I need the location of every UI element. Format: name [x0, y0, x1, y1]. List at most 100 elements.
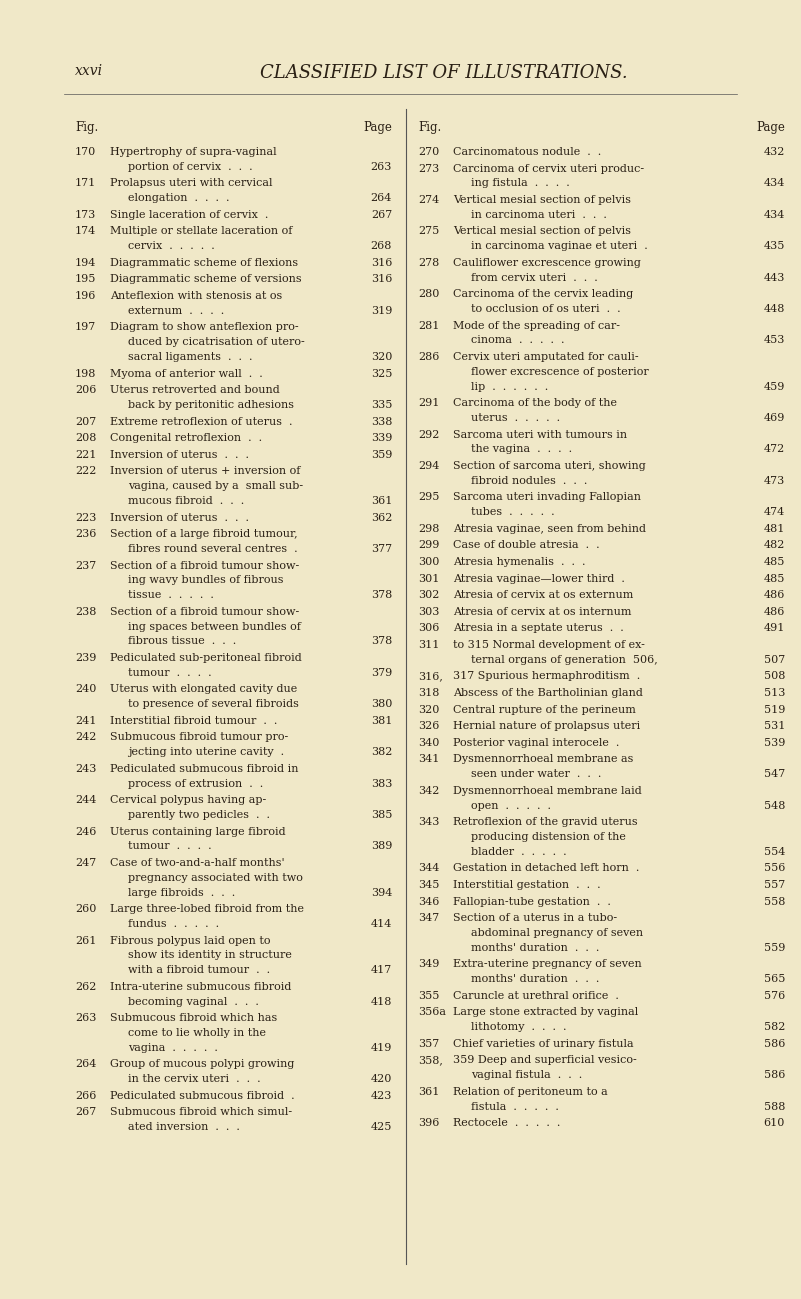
Text: Cauliflower excrescence growing: Cauliflower excrescence growing — [453, 257, 641, 268]
Text: portion of cervix  .  .  .: portion of cervix . . . — [128, 162, 252, 171]
Text: Extra-uterine pregnancy of seven: Extra-uterine pregnancy of seven — [453, 960, 642, 969]
Text: 294: 294 — [418, 461, 440, 472]
Text: 262: 262 — [75, 982, 96, 992]
Text: 300: 300 — [418, 557, 440, 566]
Text: fistula  .  .  .  .  .: fistula . . . . . — [471, 1102, 559, 1112]
Text: tumour  .  .  .  .: tumour . . . . — [128, 668, 211, 678]
Text: Caruncle at urethral orifice  .: Caruncle at urethral orifice . — [453, 991, 619, 1000]
Text: 264: 264 — [371, 194, 392, 203]
Text: 261: 261 — [75, 935, 96, 946]
Text: Pediculated submucous fibroid  .: Pediculated submucous fibroid . — [110, 1091, 295, 1100]
Text: 513: 513 — [763, 688, 785, 698]
Text: Page: Page — [363, 121, 392, 134]
Text: Cervical polypus having ap-: Cervical polypus having ap- — [110, 795, 266, 805]
Text: Inversion of uterus  .  .  .: Inversion of uterus . . . — [110, 449, 249, 460]
Text: 507: 507 — [763, 655, 785, 665]
Text: 170: 170 — [75, 147, 96, 157]
Text: 222: 222 — [75, 466, 96, 477]
Text: Dysmennorrhoeal membrane as: Dysmennorrhoeal membrane as — [453, 755, 634, 764]
Text: 548: 548 — [763, 800, 785, 811]
Text: uterus  .  .  .  .  .: uterus . . . . . — [471, 413, 560, 423]
Text: 472: 472 — [763, 444, 785, 455]
Text: Hernial nature of prolapsus uteri: Hernial nature of prolapsus uteri — [453, 721, 640, 731]
Text: 473: 473 — [763, 475, 785, 486]
Text: ternal organs of generation  506,: ternal organs of generation 506, — [471, 655, 658, 665]
Text: flower excrescence of posterior: flower excrescence of posterior — [471, 366, 649, 377]
Text: 486: 486 — [763, 590, 785, 600]
Text: 378: 378 — [371, 590, 392, 600]
Text: 361: 361 — [418, 1087, 440, 1096]
Text: ing fistula  .  .  .  .: ing fistula . . . . — [471, 178, 570, 188]
Text: abdominal pregnancy of seven: abdominal pregnancy of seven — [471, 927, 643, 938]
Text: to occlusion of os uteri  .  .: to occlusion of os uteri . . — [471, 304, 621, 314]
Text: 206: 206 — [75, 386, 96, 395]
Text: 266: 266 — [75, 1091, 96, 1100]
Text: 379: 379 — [371, 668, 392, 678]
Text: 311: 311 — [418, 640, 440, 650]
Text: Atresia vaginae, seen from behind: Atresia vaginae, seen from behind — [453, 523, 646, 534]
Text: 347: 347 — [418, 913, 439, 924]
Text: Section of a fibroid tumour show-: Section of a fibroid tumour show- — [110, 561, 300, 570]
Text: 434: 434 — [763, 210, 785, 220]
Text: Retroflexion of the gravid uterus: Retroflexion of the gravid uterus — [453, 817, 638, 827]
Text: Group of mucous polypi growing: Group of mucous polypi growing — [110, 1060, 295, 1069]
Text: from cervix uteri  .  .  .: from cervix uteri . . . — [471, 273, 598, 283]
Text: Interstitial fibroid tumour  .  .: Interstitial fibroid tumour . . — [110, 716, 277, 726]
Text: to 315 Normal development of ex-: to 315 Normal development of ex- — [453, 640, 645, 650]
Text: 362: 362 — [371, 513, 392, 522]
Text: to presence of several fibroids: to presence of several fibroids — [128, 699, 299, 709]
Text: 547: 547 — [763, 769, 785, 779]
Text: cinoma  .  .  .  .  .: cinoma . . . . . — [471, 335, 565, 346]
Text: Fig.: Fig. — [75, 121, 99, 134]
Text: 278: 278 — [418, 257, 439, 268]
Text: 448: 448 — [763, 304, 785, 314]
Text: 280: 280 — [418, 290, 440, 299]
Text: Pediculated submucous fibroid in: Pediculated submucous fibroid in — [110, 764, 299, 774]
Text: Uterus retroverted and bound: Uterus retroverted and bound — [110, 386, 280, 395]
Text: Pediculated sub-peritoneal fibroid: Pediculated sub-peritoneal fibroid — [110, 653, 302, 662]
Text: 275: 275 — [418, 226, 439, 236]
Text: Large stone extracted by vaginal: Large stone extracted by vaginal — [453, 1008, 638, 1017]
Text: 343: 343 — [418, 817, 440, 827]
Text: 301: 301 — [418, 574, 440, 583]
Text: Atresia hymenalis  .  .  .: Atresia hymenalis . . . — [453, 557, 586, 566]
Text: 382: 382 — [371, 747, 392, 757]
Text: 380: 380 — [371, 699, 392, 709]
Text: 361: 361 — [371, 496, 392, 507]
Text: 196: 196 — [75, 291, 96, 301]
Text: Page: Page — [756, 121, 785, 134]
Text: 345: 345 — [418, 879, 440, 890]
Text: 316: 316 — [371, 274, 392, 284]
Text: 610: 610 — [763, 1118, 785, 1129]
Text: Congenital retroflexion  .  .: Congenital retroflexion . . — [110, 433, 262, 443]
Text: 432: 432 — [763, 147, 785, 157]
Text: producing distension of the: producing distension of the — [471, 831, 626, 842]
Text: ing wavy bundles of fibrous: ing wavy bundles of fibrous — [128, 575, 284, 586]
Text: 531: 531 — [763, 721, 785, 731]
Text: 274: 274 — [418, 195, 439, 205]
Text: 291: 291 — [418, 399, 440, 408]
Text: Uterus containing large fibroid: Uterus containing large fibroid — [110, 826, 286, 837]
Text: Rectocele  .  .  .  .  .: Rectocele . . . . . — [453, 1118, 561, 1129]
Text: 268: 268 — [371, 242, 392, 251]
Text: 344: 344 — [418, 864, 440, 873]
Text: 419: 419 — [371, 1043, 392, 1052]
Text: Diagram to show anteflexion pro-: Diagram to show anteflexion pro- — [110, 322, 299, 333]
Text: Atresia of cervix at os externum: Atresia of cervix at os externum — [453, 590, 634, 600]
Text: 582: 582 — [763, 1022, 785, 1033]
Text: tumour  .  .  .  .: tumour . . . . — [128, 842, 211, 851]
Text: 359: 359 — [371, 449, 392, 460]
Text: 236: 236 — [75, 529, 96, 539]
Text: Fallopian-tube gestation  .  .: Fallopian-tube gestation . . — [453, 896, 611, 907]
Text: 557: 557 — [763, 879, 785, 890]
Text: tubes  .  .  .  .  .: tubes . . . . . — [471, 507, 554, 517]
Text: 556: 556 — [763, 864, 785, 873]
Text: 267: 267 — [75, 1108, 96, 1117]
Text: 554: 554 — [763, 847, 785, 857]
Text: CLASSIFIED LIST OF ILLUSTRATIONS.: CLASSIFIED LIST OF ILLUSTRATIONS. — [260, 64, 628, 82]
Text: 316,: 316, — [418, 672, 443, 682]
Text: 346: 346 — [418, 896, 440, 907]
Text: Large three-lobed fibroid from the: Large three-lobed fibroid from the — [110, 904, 304, 914]
Text: 317 Spurious hermaphroditism  .: 317 Spurious hermaphroditism . — [453, 672, 640, 682]
Text: months' duration  .  .  .: months' duration . . . — [471, 943, 599, 952]
